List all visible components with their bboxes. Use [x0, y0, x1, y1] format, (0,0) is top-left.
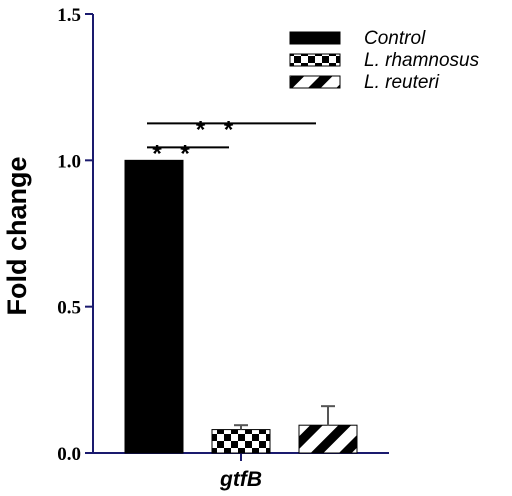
bar-l-reuteri	[298, 424, 358, 454]
y-ticks: 0.0 0.5 1.0 1.5	[57, 5, 93, 465]
y-axis-title: Fold change	[2, 156, 32, 315]
legend-swatch	[289, 75, 341, 89]
x-category-label: gtfB	[219, 468, 262, 491]
legend-swatch	[289, 53, 341, 67]
y-tick-label: 1.5	[57, 5, 81, 26]
bar-control	[124, 159, 184, 454]
bar-l-rhamnosus	[211, 429, 271, 454]
y-tick-label: 0.5	[57, 298, 81, 319]
legend-swatch	[289, 31, 341, 45]
bars	[124, 159, 358, 454]
y-tick-label: 1.0	[57, 151, 81, 172]
legend-label: Control	[364, 28, 426, 49]
error-bars	[234, 405, 335, 430]
legend-label: L. reuteri	[364, 72, 440, 93]
y-tick-label: 0.0	[57, 444, 81, 465]
significance-label: * *	[196, 116, 239, 143]
significance-markers: * ** *	[147, 116, 316, 167]
legend-label: L. rhamnosus	[364, 50, 480, 71]
significance-label: * *	[152, 140, 195, 167]
